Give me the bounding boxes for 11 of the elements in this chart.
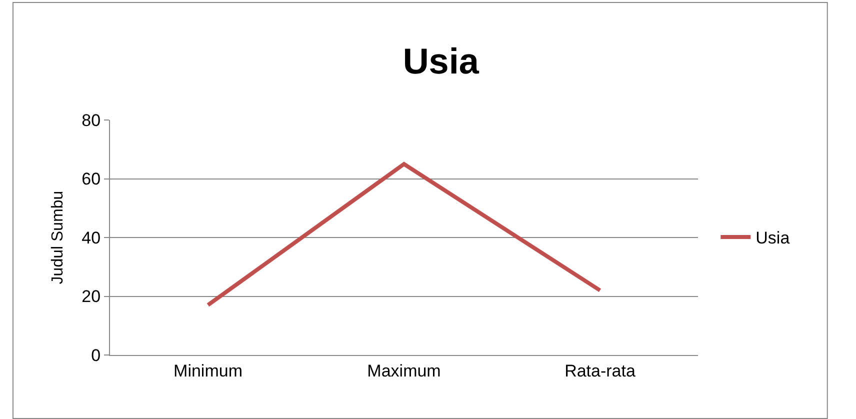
x-tick-label: Rata-rata bbox=[564, 361, 636, 380]
y-tick-label: 40 bbox=[82, 228, 101, 248]
y-tick-label: 60 bbox=[82, 170, 101, 189]
legend-label: Usia bbox=[756, 228, 790, 248]
x-tick-label: Minimum bbox=[174, 361, 242, 380]
y-axis-title: Judul Sumbu bbox=[50, 190, 67, 284]
y-tick-label: 80 bbox=[82, 110, 101, 130]
y-tick-label: 20 bbox=[82, 287, 101, 306]
y-tick-label: 0 bbox=[91, 346, 101, 365]
chart-title: Usia bbox=[402, 40, 480, 82]
x-tick-label: Maximum bbox=[367, 361, 441, 380]
